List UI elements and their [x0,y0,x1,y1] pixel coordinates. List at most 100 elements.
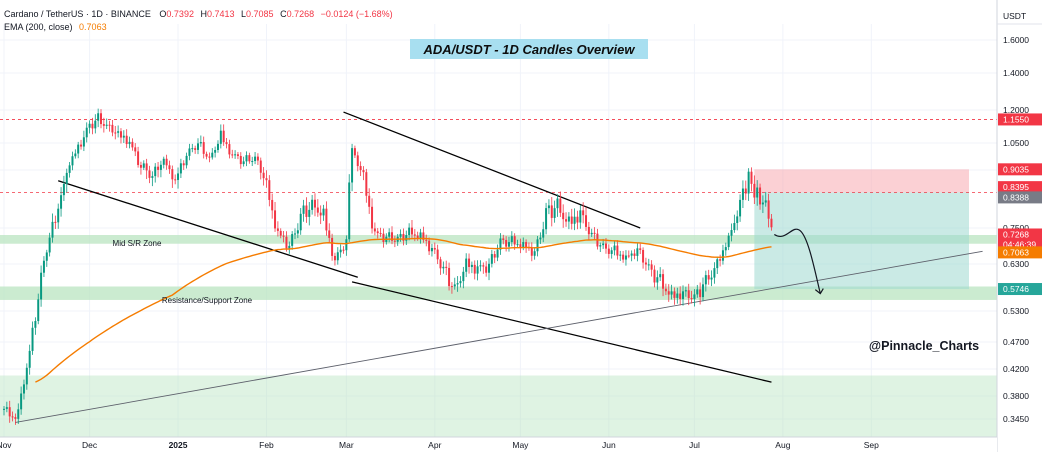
candle-body-241 [690,298,693,300]
candle-body-72 [208,156,211,158]
candle-body-206 [590,232,593,235]
candle-body-2 [8,407,11,417]
candle-body-151 [433,247,436,250]
candle-body-205 [587,226,590,235]
candle-body-22 [65,172,68,185]
candle-body-191 [547,205,550,209]
candle-body-167 [479,265,482,267]
time-axis[interactable] [0,436,997,452]
candle-body-172 [493,254,496,258]
candle-body-213 [610,250,613,254]
zone-label-resistance-support: Resistance/Support Zone [162,296,253,305]
candle-body-35 [102,124,105,126]
candle-body-30 [88,123,91,128]
candle-body-18 [54,221,57,223]
candle-body-51 [148,170,151,178]
time-tick-7: Jun [602,440,616,450]
zone-label-mid-sr: Mid S/R Zone [113,239,162,248]
time-tick-0: Nov [0,440,12,450]
candle-body-38 [111,124,114,133]
candle-body-100 [288,245,291,249]
candle-body-59 [171,169,174,180]
candle-body-10 [31,327,34,351]
ema-200-line [35,237,772,383]
projection-arrowhead [814,288,824,295]
candle-body-260 [744,188,747,194]
price-tick-6: 0.6300 [1003,259,1029,269]
price-tick-11: 0.3450 [1003,414,1029,424]
candle-body-203 [582,210,585,216]
candle-body-199 [570,216,573,224]
ohlc-high: 0.7413 [207,9,235,19]
trendlines[interactable] [15,111,983,423]
price-tag-3: 0.8388 [1003,192,1029,202]
candle-body-161 [462,271,465,282]
candle-body-90 [259,160,262,173]
candle-body-180 [516,244,519,246]
candle-body-109 [313,199,316,208]
candle-body-141 [405,235,408,241]
candle-body-267 [764,200,767,203]
candle-body-7 [22,384,25,394]
candle-body-15 [45,252,48,261]
candle-body-187 [536,239,539,252]
candle-body-171 [490,254,493,264]
svg-text:Cardano / TetherUS · 1D · BINA: Cardano / TetherUS · 1D · BINANCE O0.739… [4,9,393,19]
candle-body-235 [673,291,676,298]
candle-body-96 [276,228,279,231]
candle-body-49 [142,163,145,168]
projection-curve [773,228,821,294]
candle-body-202 [579,210,582,223]
svg-text:EMA (200, close) 0.7063: EMA (200, close) 0.7063 [4,22,107,32]
zones [0,234,997,437]
price-tick-3: 1.0500 [1003,138,1029,148]
candle-body-226 [647,264,650,266]
candle-body-249 [713,268,716,278]
ohlc-low: 0.7085 [246,9,274,19]
candle-body-246 [704,275,707,285]
price-tick-2: 1.2000 [1003,105,1029,115]
price-tag-2: 0.8395 [1003,182,1029,192]
candle-body-264 [756,187,759,198]
candle-body-163 [468,258,471,267]
candle-body-65 [188,148,191,156]
candle-body-216 [619,254,622,256]
candle-body-33 [97,113,100,121]
trendline-1 [343,111,641,229]
candle-body-128 [368,195,371,207]
candle-body-103 [296,230,299,234]
candle-body-229 [656,277,659,283]
candle-body-118 [339,249,342,253]
candle-body-123 [353,148,356,156]
price-tag-1: 0.9035 [1003,164,1029,174]
candle-body-201 [576,216,579,223]
candle-body-252 [721,250,724,261]
candle-body-142 [408,227,411,236]
candle-body-25 [74,153,77,157]
price-tick-5: 0.7500 [1003,223,1029,233]
candle-body-85 [245,155,248,162]
trendline-0 [58,180,358,278]
ema-value: 0.7063 [79,22,107,32]
candle-body-262 [750,171,753,184]
candle-body-63 [182,163,185,166]
candle-body-34 [100,113,103,125]
candle-body-242 [693,294,696,300]
candle-body-236 [676,293,679,298]
candle-body-52 [151,176,154,178]
candle-body-42 [122,135,125,138]
candle-body-93 [268,180,271,200]
candle-body-121 [348,182,351,240]
watermark-text: @Pinnacle_Charts [869,339,979,353]
candle-body-32 [94,120,97,129]
candle-body-254 [727,235,730,248]
time-tick-9: Aug [775,440,790,450]
candle-body-140 [402,233,405,241]
target-zone [754,192,969,290]
price-axis[interactable]: USDT [996,0,1042,452]
candle-body-122 [351,148,354,183]
position-tool[interactable] [754,169,969,290]
candle-body-17 [51,221,54,238]
